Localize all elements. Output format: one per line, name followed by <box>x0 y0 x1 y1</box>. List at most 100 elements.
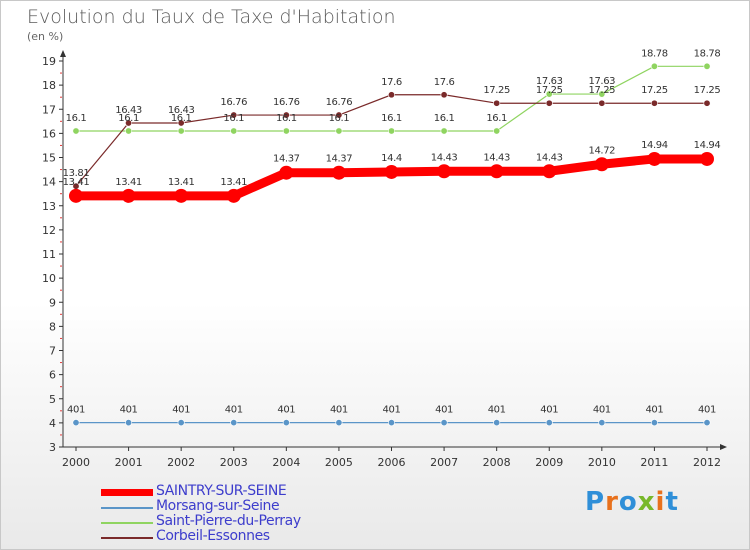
data-label-2: 16.1 <box>329 113 350 124</box>
x-tick-label: 2010 <box>588 456 616 469</box>
data-label-0: 14.94 <box>641 140 668 151</box>
y-tick-label: 12 <box>42 224 56 237</box>
x-tick-label: 2000 <box>62 456 90 469</box>
data-label-3: 16.76 <box>220 97 247 108</box>
data-label-2: 16.1 <box>118 113 139 124</box>
series-point-2 <box>177 127 185 135</box>
y-tick-label: 11 <box>42 248 56 261</box>
x-tick-label: 2009 <box>535 456 563 469</box>
data-label-1: 401 <box>645 405 663 416</box>
unit-label: (en %) <box>27 30 64 43</box>
series-point-1 <box>440 419 448 427</box>
data-label-1: 401 <box>698 405 716 416</box>
data-label-0: 13.41 <box>168 177 195 188</box>
proxiti-logo: Proxit <box>585 487 679 517</box>
legend-swatch-morsang <box>101 507 153 509</box>
series-point-0 <box>226 188 241 203</box>
series-point-1 <box>177 419 185 427</box>
series-point-3 <box>387 91 395 99</box>
data-label-3: 16.76 <box>273 97 300 108</box>
data-label-0: 14.43 <box>536 152 563 163</box>
data-label-3: 17.6 <box>381 77 402 88</box>
data-label-0: 14.72 <box>589 145 616 156</box>
data-label-2: 18.78 <box>641 48 668 59</box>
data-label-0: 13.41 <box>63 177 90 188</box>
series-point-0 <box>331 165 346 180</box>
data-label-3: 17.25 <box>483 85 510 96</box>
data-label-0: 14.4 <box>381 153 402 164</box>
data-label-1: 401 <box>172 405 190 416</box>
series-point-0 <box>69 188 83 203</box>
series-point-0 <box>384 164 399 179</box>
series-point-0 <box>279 165 294 180</box>
data-label-0: 14.37 <box>273 154 300 165</box>
y-tick-label: 17 <box>42 103 56 116</box>
series-point-2 <box>598 90 606 98</box>
x-axis-arrow <box>720 444 727 450</box>
series-point-2 <box>335 127 343 135</box>
series-point-0 <box>647 151 662 166</box>
data-label-3: 16.76 <box>326 97 353 108</box>
data-label-0: 14.94 <box>694 140 721 151</box>
y-tick-label: 3 <box>49 441 56 454</box>
x-tick-label: 2002 <box>167 456 195 469</box>
series-point-1 <box>650 419 658 427</box>
data-label-0: 14.37 <box>326 154 353 165</box>
series-point-2 <box>230 127 238 135</box>
series-point-1 <box>282 419 290 427</box>
series-point-0 <box>700 151 714 166</box>
series-point-3 <box>335 111 343 119</box>
series-point-3 <box>650 99 658 107</box>
series-point-1 <box>125 419 133 427</box>
series-point-1 <box>545 419 553 427</box>
x-tick-label: 2006 <box>378 456 406 469</box>
series-point-0 <box>437 164 452 179</box>
data-label-3: 16.43 <box>168 105 195 116</box>
series-point-2 <box>72 127 80 135</box>
data-label-2: 17.63 <box>589 76 616 87</box>
data-label-3: 17.25 <box>641 85 668 96</box>
series-point-0 <box>594 157 609 172</box>
data-label-2: 16.1 <box>223 113 244 124</box>
data-label-1: 401 <box>120 405 138 416</box>
y-tick-label: 16 <box>42 127 56 140</box>
x-tick-label: 2003 <box>220 456 248 469</box>
series-point-2 <box>282 127 290 135</box>
x-tick-label: 2011 <box>640 456 668 469</box>
series-point-2 <box>493 127 501 135</box>
y-tick-label: 8 <box>49 320 56 333</box>
data-label-1: 401 <box>593 405 611 416</box>
data-label-2: 16.1 <box>171 113 192 124</box>
y-tick-label: 14 <box>42 176 56 189</box>
data-label-1: 401 <box>383 405 401 416</box>
data-label-1: 401 <box>488 405 506 416</box>
series-point-1 <box>230 419 238 427</box>
series-point-1 <box>598 419 606 427</box>
x-tick-label: 2008 <box>483 456 511 469</box>
series-point-2 <box>440 127 448 135</box>
series-point-1 <box>335 419 343 427</box>
data-label-1: 401 <box>330 405 348 416</box>
data-label-0: 13.41 <box>220 177 247 188</box>
legend-swatch-saint-pierre <box>101 522 153 524</box>
series-point-0 <box>174 188 189 203</box>
data-label-0: 14.43 <box>483 152 510 163</box>
data-label-3: 16.43 <box>115 105 142 116</box>
data-label-3: 17.25 <box>536 85 563 96</box>
x-tick-label: 2012 <box>693 456 721 469</box>
series-point-1 <box>493 419 501 427</box>
data-label-2: 16.1 <box>276 113 297 124</box>
series-point-3 <box>703 99 711 107</box>
y-tick-label: 19 <box>42 55 56 68</box>
data-label-1: 401 <box>67 405 85 416</box>
series-point-3 <box>440 91 448 99</box>
data-label-1: 401 <box>435 405 453 416</box>
series-point-0 <box>489 164 504 179</box>
series-point-3 <box>125 119 133 127</box>
legend-label-morsang: Morsang-sur-Seine <box>156 498 280 514</box>
data-label-1: 401 <box>225 405 243 416</box>
data-label-3: 13.81 <box>63 168 90 179</box>
data-label-0: 13.41 <box>115 177 142 188</box>
data-label-3: 17.6 <box>434 77 455 88</box>
